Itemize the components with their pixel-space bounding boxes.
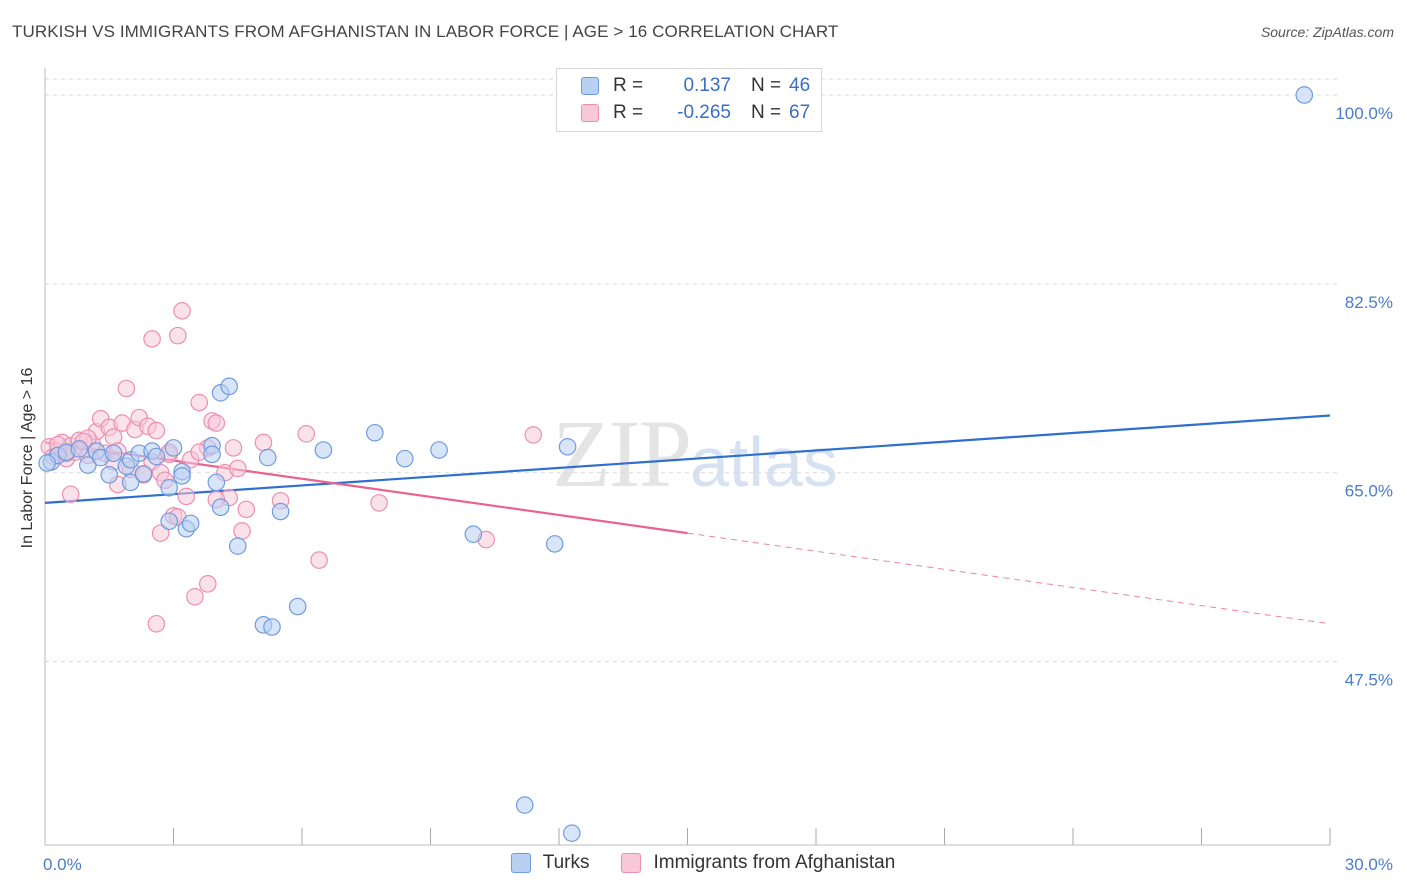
tick-labels: 100.0% 82.5% 65.0% 47.5% 0.0% 30.0% [43,104,1393,874]
turks-point [220,377,238,396]
turks-point [211,498,230,517]
afghan-point [177,487,196,506]
legend-row-afghan: R = -0.265 N = 67 [581,101,810,125]
afghan-point [147,614,166,633]
turks-point [121,473,140,492]
turks-point [271,502,290,521]
turks-legend-swatch [510,853,531,873]
y-tick-label: 100.0% [1335,104,1393,123]
turks-point [38,454,56,472]
afghan-point [237,500,256,519]
afghan-legend-label: Immigrants from Afghanistan [653,852,896,873]
chart-title: TURKISH VS IMMIGRANTS FROM AFGHANISTAN I… [12,22,839,41]
legend-n-label: N = [751,75,782,96]
afghan-point [173,302,191,320]
afghan-point [143,330,161,348]
afghan-legend-swatch [621,853,642,873]
turks-point [134,464,153,483]
afghan-point [228,459,247,478]
turks-point [164,439,183,457]
turks-point [79,456,97,474]
afghan-point [370,494,388,512]
x-tick-label: 0.0% [43,855,82,874]
turks-point [464,525,483,543]
turks-r-value: 0.137 [683,75,731,96]
legend-row-turks: R = 0.137 N = 46 [581,74,810,98]
afghan-point [198,575,217,593]
turks-point [100,466,119,484]
afghan-swatch [581,104,599,122]
afghan-point [254,433,273,452]
turks-point [173,467,191,485]
turks-legend-label: Turks [542,852,590,873]
afghan-point [524,426,543,444]
afghan-n-value: 67 [789,102,811,123]
afghan-point [151,524,170,542]
turks-point [207,473,226,492]
turks-point [515,796,534,814]
afghan-point [168,326,187,345]
watermark: ZIPatlas [552,398,838,509]
watermark-zip: ZIP [552,400,692,507]
legend-r-label: R = [613,75,644,96]
turks-point [563,824,581,842]
turks-point [228,537,247,555]
legend-n-label: N = [751,102,782,123]
turks-point [160,512,179,531]
afghan-point [190,393,208,412]
turks-point [147,447,166,466]
turks-point [558,437,577,456]
turks-point [160,478,179,497]
gridlines [45,78,1338,663]
turks-n-value: 46 [789,75,811,96]
turks-point [181,514,200,533]
afghan-point [224,439,243,457]
turks-point [395,449,414,468]
y-tick-label: 65.0% [1345,482,1393,501]
afghan-point [147,421,166,440]
legend-item-afghan: Immigrants from Afghanistan [621,852,895,874]
legend-item-turks: Turks [510,852,590,874]
afghan-point [61,485,80,504]
series-legend: Turks Immigrants from Afghanistan [0,852,1406,874]
correlation-legend: R = 0.137 N = 46 R = -0.265 N = 67 [556,68,822,132]
watermark-atlas: atlas [690,423,838,501]
turks-point [545,535,564,553]
afghan-point [117,379,136,398]
x-tick-label: 30.0% [1345,855,1393,874]
axes [44,68,1331,846]
afghan-point [186,587,204,606]
turks-point [263,618,281,636]
turks-point [430,441,448,459]
afghan-point [310,551,328,569]
trend-line [44,414,1331,505]
turks-point [258,448,277,467]
turks-point [203,445,221,464]
source-label: Source: ZipAtlas.com [1260,24,1394,40]
trend-line-extension [687,532,1331,625]
legend-r-label: R = [613,102,644,123]
afghan-point [233,522,251,540]
afghan-point [297,425,316,443]
y-tick-label: 47.5% [1345,671,1393,690]
data-points [38,86,1314,842]
turks-point [1295,86,1314,104]
turks-point [288,597,307,616]
turks-swatch [581,77,599,95]
turks-point [70,440,89,458]
afghan-r-value: -0.265 [677,102,731,123]
turks-point [366,423,384,442]
turks-point [104,444,123,463]
y-tick-label: 82.5% [1345,293,1393,312]
afghan-point [207,414,226,432]
turks-point [314,441,333,459]
